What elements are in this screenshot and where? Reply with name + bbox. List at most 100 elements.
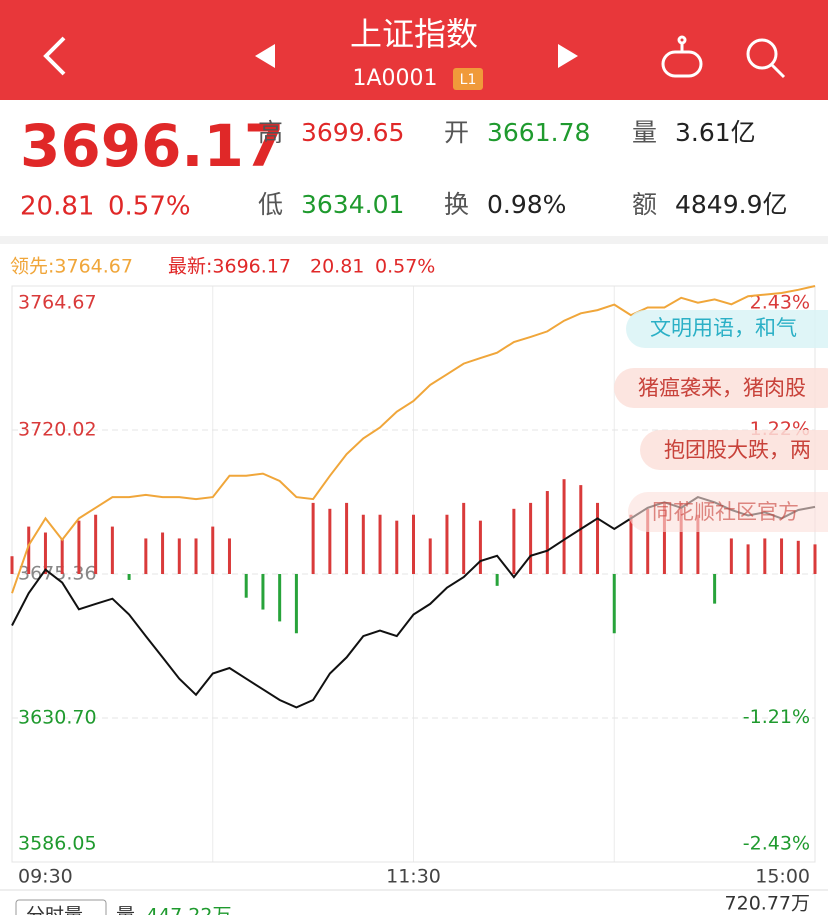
danmaku: 猪瘟袭来，猪肉股: [638, 376, 806, 400]
strength-bar: [395, 520, 399, 574]
volume-value: 447.22万: [146, 905, 231, 916]
title: 上证指数: [350, 15, 478, 53]
badge-bg: [453, 68, 483, 90]
search-icon[interactable]: [746, 38, 786, 79]
strength-bar: [127, 574, 131, 580]
strength-bar: [629, 514, 633, 574]
strength-bar: [345, 502, 349, 574]
strength-bar: [562, 479, 566, 574]
strength-bar: [227, 538, 231, 574]
strength-bar: [361, 514, 365, 574]
strength-bar: [428, 538, 432, 574]
strength-bar: [596, 502, 600, 574]
top-bar: [0, 0, 828, 100]
stat-label: 额: [632, 190, 657, 219]
stat-label: 高: [258, 118, 283, 147]
latest-label: 最新:3696.17: [168, 256, 291, 278]
strength-bar: [512, 508, 516, 574]
leader-label: 领先:3764.67: [10, 256, 133, 278]
strength-bar: [328, 508, 332, 574]
badge: L1: [460, 72, 477, 88]
divider: [0, 236, 828, 244]
strength-bar: [110, 526, 114, 574]
price: 3696.17: [20, 112, 284, 180]
strength-bar: [412, 514, 415, 574]
strength-bar: [77, 520, 81, 574]
danmaku: 抱团股大跌，两: [664, 438, 811, 462]
next-button[interactable]: [558, 44, 578, 68]
strength-bar: [813, 544, 817, 574]
danmaku-bg: [626, 310, 828, 348]
x-tick-label: 15:00: [755, 866, 810, 888]
y-tick-label: 3764.67: [18, 292, 97, 314]
x-tick-label: 09:30: [18, 866, 73, 888]
stat-label: 换: [444, 190, 469, 219]
code: 1A0001: [352, 66, 437, 91]
strength-bar: [478, 520, 482, 574]
strength-bar: [27, 526, 31, 574]
strength-bar: [94, 514, 98, 574]
danmaku-layer: 文明用语，和气 猪瘟袭来，猪肉股 抱团股大跌，两 同花顺社区官方: [614, 310, 828, 532]
y-tick-label: 3630.70: [18, 707, 97, 729]
strength-bar: [462, 502, 466, 574]
strength-bar: [612, 574, 616, 634]
strength-bar: [294, 574, 298, 634]
strength-bar: [729, 538, 733, 574]
y-tick-label: 3586.05: [18, 833, 97, 855]
prev-button[interactable]: [255, 44, 275, 68]
strength-bar: [378, 514, 382, 574]
strength-bar: [746, 544, 750, 574]
danmaku-bg: [628, 492, 828, 532]
y2-tick-label: -2.43%: [743, 833, 810, 855]
strength-bar: [311, 502, 315, 574]
strength-bar: [780, 538, 784, 574]
danmaku: 文明用语，和气: [650, 316, 797, 340]
strength-bar: [796, 540, 800, 574]
strength-bar: [646, 508, 650, 574]
strength-bar: [211, 526, 215, 574]
strength-bar: [445, 514, 449, 574]
change: 20.81: [20, 192, 94, 222]
stat-value: 3661.78: [487, 118, 590, 147]
strength-bar: [144, 538, 148, 574]
price-line: [11, 285, 816, 594]
strength-bar: [495, 574, 499, 586]
strength-bar: [278, 574, 282, 622]
volume-max: 720.77万: [725, 893, 810, 915]
strength-bar: [161, 532, 165, 574]
strength-bar: [696, 514, 700, 574]
strength-bar: [10, 556, 14, 574]
volume-vol-label: 量: [116, 905, 135, 916]
x-tick-label: 11:30: [386, 866, 441, 888]
stat-value: 0.98%: [487, 190, 566, 219]
stat-label: 开: [444, 118, 469, 147]
y2-tick-label: -1.21%: [743, 706, 810, 728]
stat-label: 量: [632, 118, 657, 147]
latest-change: 20.81: [310, 256, 364, 278]
change-pct: 0.57%: [108, 192, 191, 222]
stat-value: 3634.01: [301, 190, 404, 219]
strength-bar: [244, 574, 248, 598]
strength-bar: [763, 538, 767, 574]
strength-bar: [713, 574, 717, 604]
stat-value: 3699.65: [301, 118, 404, 147]
danmaku-bg: [614, 368, 828, 408]
stat-value: 4849.9亿: [675, 190, 787, 219]
danmaku-bg: [640, 430, 828, 470]
y-tick-label: 3720.02: [18, 418, 97, 440]
stat-label: 低: [258, 190, 283, 219]
strength-bar: [529, 502, 533, 574]
strength-bar: [662, 502, 666, 574]
robot-icon[interactable]: [661, 35, 703, 78]
y2-tick-label: 2.43%: [750, 292, 810, 314]
strength-bar: [177, 538, 181, 574]
strength-bar: [194, 538, 198, 574]
back-button[interactable]: [43, 36, 66, 76]
plot: 3764.673720.023675.363630.703586.052.43%…: [10, 285, 817, 888]
strength-bar: [43, 532, 47, 574]
strength-bar: [679, 502, 683, 574]
strength-bar: [545, 491, 549, 574]
